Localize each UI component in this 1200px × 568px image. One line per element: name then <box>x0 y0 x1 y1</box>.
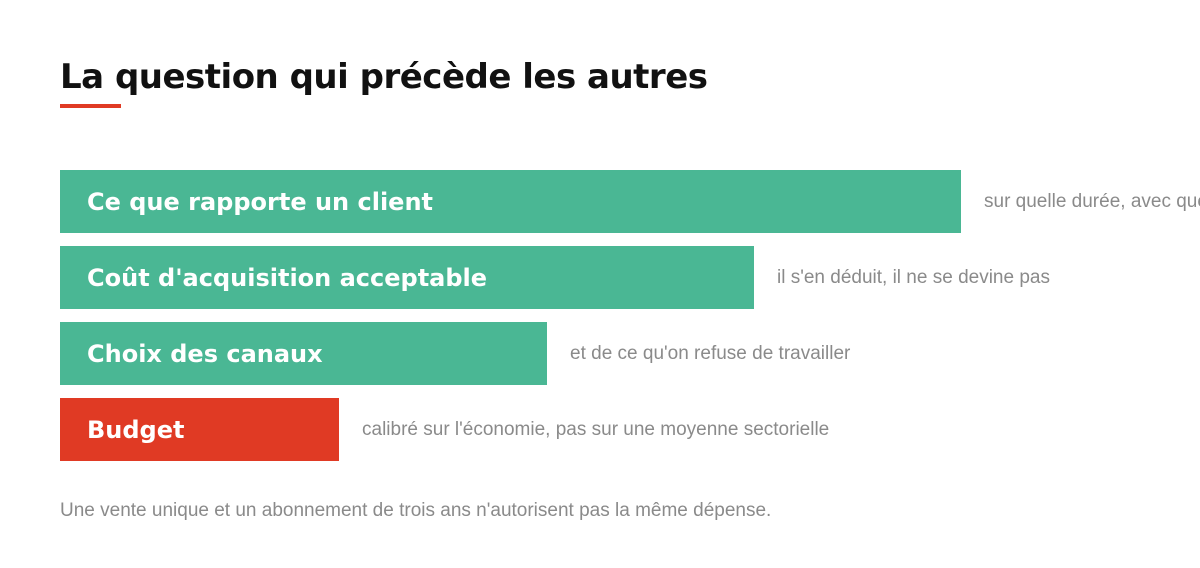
step-note-3: et de ce qu'on refuse de travailler <box>570 342 851 364</box>
page-title: La question qui précède les autres <box>60 57 708 97</box>
step-note-2: il s'en déduit, il ne se devine pas <box>777 266 1050 288</box>
title-underline-accent <box>60 104 121 108</box>
step-bar-2: Coût d'acquisition acceptable <box>60 246 754 309</box>
step-label-4: Budget <box>87 415 185 444</box>
step-label-2: Coût d'acquisition acceptable <box>87 263 488 292</box>
step-bar-3: Choix des canaux <box>60 322 547 385</box>
step-note-1: sur quelle durée, avec quelle marge <box>984 190 1200 212</box>
step-note-4: calibré sur l'économie, pas sur une moye… <box>362 418 830 440</box>
footer-note: Une vente unique et un abonnement de tro… <box>60 500 772 521</box>
step-bar-4: Budget <box>60 398 339 461</box>
step-label-1: Ce que rapporte un client <box>87 187 434 216</box>
step-label-3: Choix des canaux <box>87 339 323 368</box>
step-bar-1: Ce que rapporte un client <box>60 170 961 233</box>
